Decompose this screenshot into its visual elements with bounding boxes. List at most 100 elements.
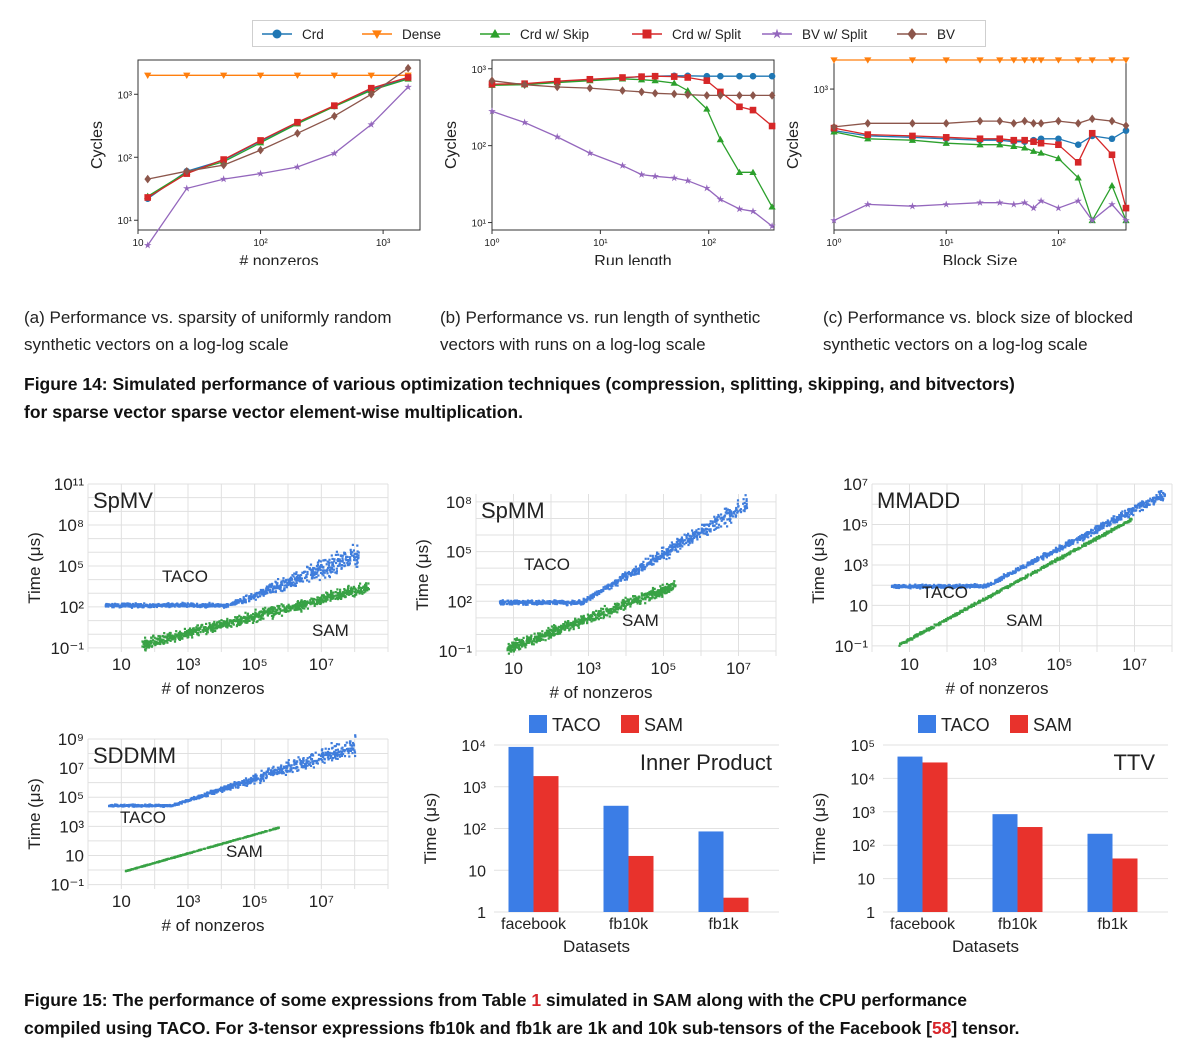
sam-point xyxy=(524,646,527,649)
sam-point xyxy=(161,635,164,638)
sam-point xyxy=(191,636,194,639)
sam-point xyxy=(1065,554,1068,557)
sam-point xyxy=(1099,536,1102,539)
point-dense xyxy=(220,72,228,79)
sam-point xyxy=(185,633,188,636)
sam-point xyxy=(1056,556,1059,559)
taco-point xyxy=(1045,556,1048,559)
sam-point xyxy=(244,616,247,619)
sam-point xyxy=(150,636,153,639)
taco-point xyxy=(565,603,568,606)
point-crd-w-skip xyxy=(670,79,678,86)
sam-point xyxy=(236,619,239,622)
taco-point xyxy=(950,585,953,588)
sam-point xyxy=(587,617,590,620)
taco-point xyxy=(305,575,308,579)
taco-point xyxy=(1013,571,1016,575)
taco-point xyxy=(1058,547,1061,550)
taco-point xyxy=(693,535,696,538)
sam-point xyxy=(999,589,1002,592)
taco-point xyxy=(692,534,695,537)
taco-point xyxy=(279,584,282,587)
point-bv xyxy=(331,111,338,121)
taco-point xyxy=(271,582,274,585)
point-dense xyxy=(864,57,872,64)
taco-point xyxy=(1079,537,1082,540)
taco-point xyxy=(678,544,681,547)
sam-point xyxy=(933,623,936,626)
taco-point xyxy=(255,593,258,596)
sam-point xyxy=(662,588,665,591)
sam-point xyxy=(509,647,512,650)
taco-label: TACO xyxy=(524,555,570,574)
sam-point xyxy=(300,599,303,602)
taco-point xyxy=(744,507,747,510)
sam-point xyxy=(597,611,600,614)
sam-point xyxy=(590,617,594,620)
taco-point xyxy=(986,585,989,588)
taco-point xyxy=(516,601,520,604)
point-bv-w-split xyxy=(1029,204,1038,212)
taco-point xyxy=(277,578,280,581)
sam-point xyxy=(899,642,902,645)
legend-marker-bv-w-split xyxy=(771,28,783,39)
sam-point xyxy=(518,647,521,650)
sam-point xyxy=(525,643,528,646)
sam-point xyxy=(334,594,337,597)
taco-point xyxy=(945,584,948,588)
taco-point xyxy=(239,599,242,602)
taco-point xyxy=(983,584,987,587)
taco-point xyxy=(1007,574,1010,577)
taco-point xyxy=(1097,527,1100,530)
taco-point xyxy=(958,583,961,586)
taco-point xyxy=(1124,514,1127,517)
point-crd-w-split xyxy=(294,118,301,126)
taco-point xyxy=(1061,548,1064,551)
sam-point xyxy=(364,586,367,589)
sam-point xyxy=(246,613,249,617)
taco-point xyxy=(143,602,146,605)
taco-point xyxy=(210,603,213,606)
x-tick-label: 10⁰ xyxy=(826,238,841,249)
point-crd-w-skip xyxy=(1010,142,1018,149)
sam-point xyxy=(522,636,525,639)
taco-point xyxy=(705,531,708,534)
sam-point xyxy=(299,605,302,608)
sam-point xyxy=(520,640,523,643)
sam-point xyxy=(1095,536,1099,539)
sam-point xyxy=(231,619,234,622)
sam-point xyxy=(146,640,149,643)
taco-point xyxy=(261,592,264,595)
taco-point xyxy=(169,605,172,608)
sam-point xyxy=(653,597,656,600)
taco-point xyxy=(696,532,699,535)
taco-point xyxy=(531,602,534,605)
sam-point xyxy=(211,627,214,630)
sam-point xyxy=(651,593,654,596)
sam-point xyxy=(657,590,661,593)
taco-point xyxy=(1141,509,1144,512)
taco-point xyxy=(935,586,938,589)
taco-point xyxy=(729,510,733,513)
sam-point xyxy=(191,631,194,634)
taco-point xyxy=(1132,514,1135,517)
sam-point xyxy=(566,624,569,627)
taco-point xyxy=(355,559,358,562)
taco-point xyxy=(688,539,691,542)
taco-point xyxy=(691,539,694,543)
point-bv xyxy=(220,160,227,170)
sam-point xyxy=(538,632,542,635)
point-bv xyxy=(638,87,645,97)
sam-point xyxy=(536,635,539,638)
taco-point xyxy=(241,600,244,604)
taco-point xyxy=(745,502,748,505)
taco-point xyxy=(350,553,353,556)
point-crd-w-split xyxy=(367,84,375,92)
point-crd-w-skip xyxy=(976,141,984,148)
taco-point xyxy=(171,602,174,605)
taco-point xyxy=(310,572,313,575)
sam-point xyxy=(277,606,280,609)
point-bv-w-split xyxy=(976,198,984,206)
sam-point xyxy=(255,612,258,616)
sam-point xyxy=(144,636,147,639)
